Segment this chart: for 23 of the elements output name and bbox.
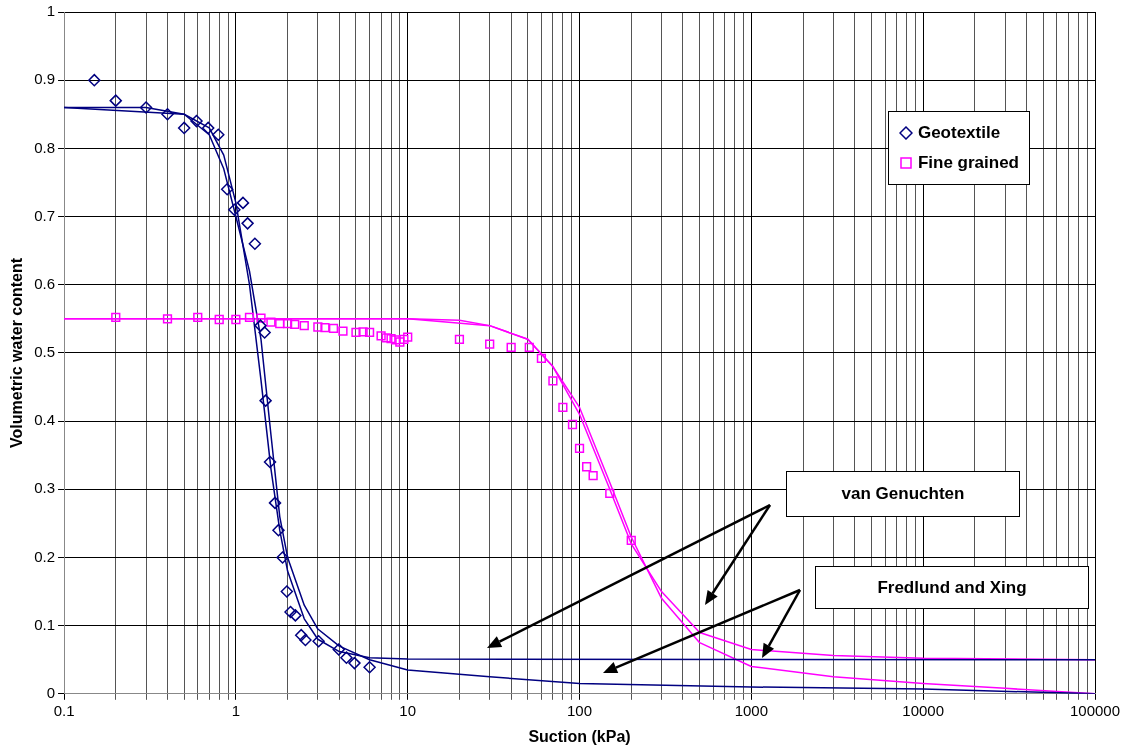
legend-label: Geotextile: [917, 123, 1001, 143]
y-tick-label: 1: [46, 2, 56, 20]
callout-box: Fredlund and Xing: [815, 566, 1089, 609]
y-tick-label: 0.7: [34, 206, 56, 224]
y-tick-label: 0: [46, 683, 56, 701]
y-tick-label: 0.5: [34, 343, 56, 361]
x-tick-label: 10: [399, 701, 417, 719]
x-tick-label: 10000: [902, 701, 945, 719]
callout-box: van Genuchten: [786, 471, 1020, 517]
x-tick-label: 100: [567, 701, 593, 719]
y-tick-label: 0.6: [34, 274, 56, 292]
x-tick-label: 1000: [734, 701, 769, 719]
y-tick-label: 0.1: [34, 615, 56, 633]
legend-label: Fine grained: [917, 153, 1019, 173]
y-tick-label: 0.3: [34, 479, 56, 497]
y-tick-label: 0.2: [34, 547, 56, 565]
y-tick-label: 0.4: [34, 411, 56, 429]
y-tick-label: 0.8: [34, 138, 56, 156]
y-tick-label: 0.9: [34, 70, 56, 88]
x-tick-label: 100000: [1069, 701, 1121, 719]
y-axis-title: Volumetric water content: [8, 257, 26, 448]
x-axis-title: Suction (kPa): [528, 727, 631, 745]
x-tick-label: 1: [231, 701, 241, 719]
